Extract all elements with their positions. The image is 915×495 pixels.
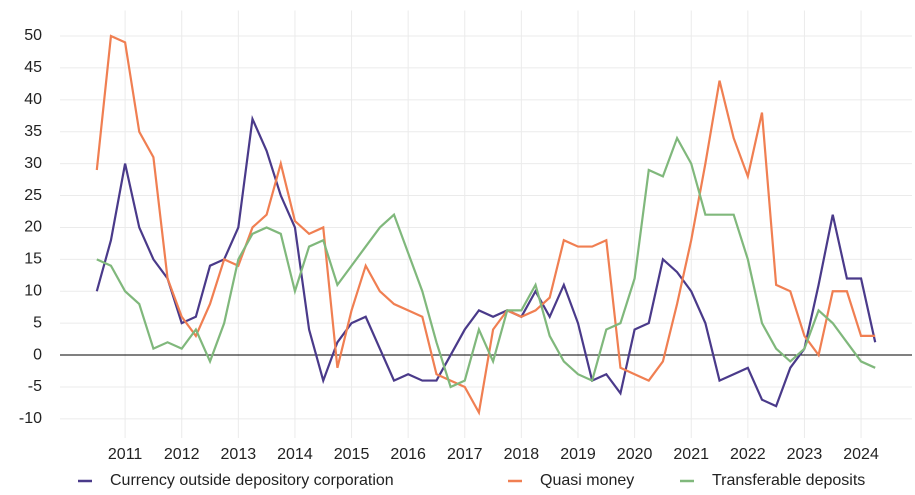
y-tick-label: 40 xyxy=(24,91,42,108)
x-tick-label: 2019 xyxy=(560,446,596,463)
series-line xyxy=(95,34,876,416)
y-tick-label: -10 xyxy=(19,410,42,427)
x-tick-label: 2016 xyxy=(390,446,426,463)
y-tick-label: -5 xyxy=(28,378,42,395)
x-tick-label: 2011 xyxy=(108,446,143,463)
y-tick-label: 50 xyxy=(24,27,42,44)
y-tick-label: 5 xyxy=(33,314,42,331)
y-tick-label: 30 xyxy=(24,155,42,172)
y-tick-label: 10 xyxy=(24,282,42,299)
x-tick-label: 2015 xyxy=(334,446,370,463)
y-tick-label: 20 xyxy=(24,219,42,236)
x-tick-label: 2022 xyxy=(730,446,766,463)
x-tick-label: 2018 xyxy=(504,446,540,463)
x-tick-label: 2013 xyxy=(221,446,257,463)
legend-label: Quasi money xyxy=(540,472,634,489)
series-line xyxy=(95,114,877,408)
series-line xyxy=(96,135,876,389)
x-tick-label: 2021 xyxy=(673,446,709,463)
x-tick-label: 2012 xyxy=(164,446,200,463)
x-tick-label: 2024 xyxy=(843,446,879,463)
y-tick-label: 35 xyxy=(24,123,42,140)
x-tick-label: 2017 xyxy=(447,446,483,463)
y-tick-label: 0 xyxy=(33,346,42,363)
x-tick-label: 2014 xyxy=(277,446,313,463)
x-tick-label: 2023 xyxy=(787,446,823,463)
x-tick-label: 2020 xyxy=(617,446,653,463)
legend-label: Transferable deposits xyxy=(712,472,865,489)
y-tick-label: 25 xyxy=(24,187,42,204)
y-tick-label: 45 xyxy=(24,59,42,76)
legend-label: Currency outside depository corporation xyxy=(110,472,394,489)
y-tick-label: 15 xyxy=(24,251,42,268)
